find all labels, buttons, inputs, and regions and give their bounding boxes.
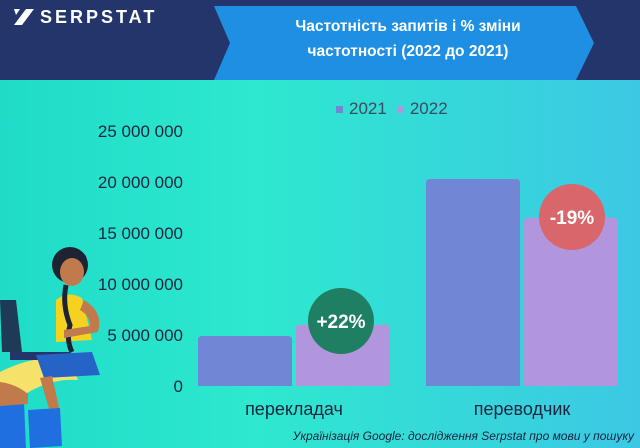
y-tick-label: 25 000 000 bbox=[98, 122, 183, 141]
title-banner bbox=[214, 6, 594, 80]
y-tick-label: 5 000 000 bbox=[107, 326, 183, 345]
legend-label-2022: 2022 bbox=[409, 99, 448, 118]
chart-title: Частотність запитів і % зміни частотност… bbox=[228, 14, 588, 64]
legend-swatch-2022 bbox=[396, 105, 404, 113]
x-category-label: переводчик bbox=[474, 399, 571, 419]
logo-text: SERPSTAT bbox=[40, 6, 158, 27]
serpstat-logo-icon bbox=[14, 9, 34, 25]
y-tick-label: 0 bbox=[174, 377, 183, 396]
woman-with-laptop-illustration bbox=[0, 247, 100, 448]
y-tick-label: 10 000 000 bbox=[98, 275, 183, 294]
legend-item-2021: 2021 bbox=[336, 99, 387, 119]
source-note: Українізація Google: дослідження Serpsta… bbox=[292, 429, 634, 443]
bars: +22% -19% bbox=[198, 178, 618, 386]
y-tick-label: 15 000 000 bbox=[98, 224, 183, 243]
bar-2021-0 bbox=[198, 336, 292, 386]
legend: 2021 2022 bbox=[336, 99, 448, 119]
change-badge bbox=[539, 184, 605, 250]
legend-swatch-2021 bbox=[336, 105, 343, 113]
change-badge bbox=[308, 288, 374, 354]
x-axis: перекладач переводчик bbox=[245, 399, 570, 419]
legend-item-2022: 2022 bbox=[396, 99, 448, 119]
y-tick-label: 20 000 000 bbox=[98, 173, 183, 192]
chart-title-line-2: частотності (2022 до 2021) bbox=[307, 43, 509, 60]
serpstat-logo: SERPSTAT bbox=[12, 6, 157, 28]
chart-title-line-1: Частотність запитів і % зміни bbox=[295, 18, 521, 35]
x-category-label: перекладач bbox=[245, 399, 343, 419]
legend-label-2021: 2021 bbox=[349, 99, 387, 118]
change-badge-label: +22% bbox=[316, 312, 365, 333]
bar-2022-1 bbox=[524, 217, 618, 386]
change-badge-label: -19% bbox=[550, 208, 594, 229]
y-axis: 0 5 000 000 10 000 000 15 000 000 20 000 000… bbox=[98, 122, 183, 396]
bar-2021-1 bbox=[426, 178, 520, 386]
